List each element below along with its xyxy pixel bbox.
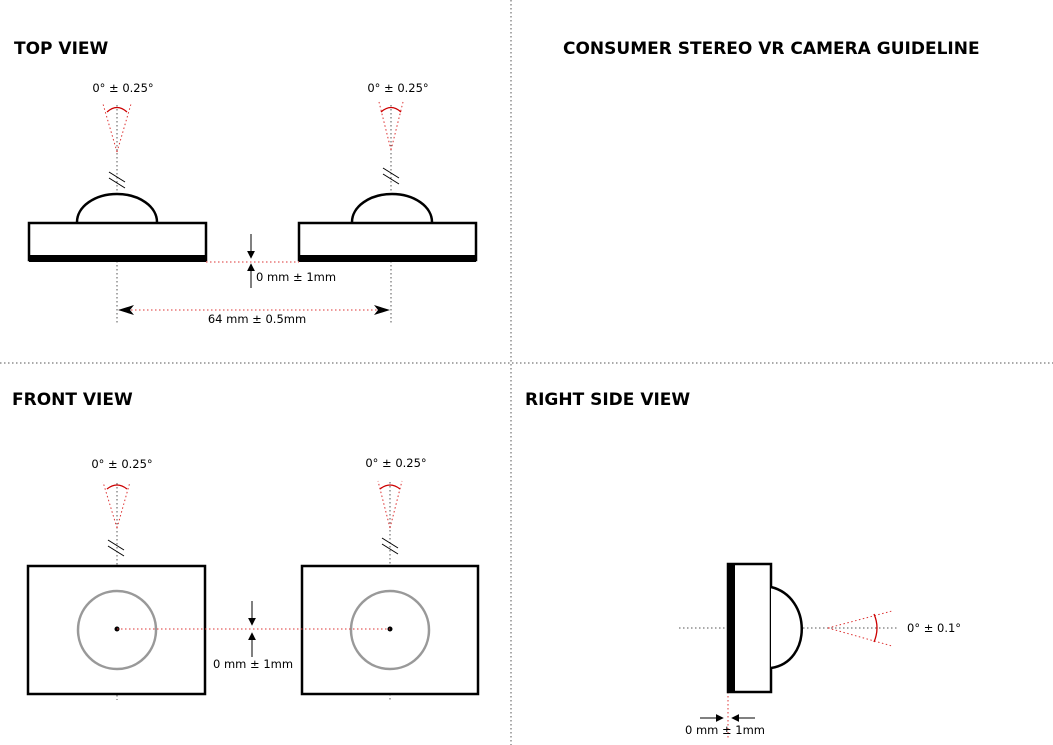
front-view-heading: FRONT VIEW xyxy=(12,390,133,410)
top-right-angle-label: 0° ± 0.25° xyxy=(367,81,428,95)
top-spacing-label: 64 mm ± 0.5mm xyxy=(208,312,306,326)
front-offset-label: 0 mm ± 1mm xyxy=(213,657,293,671)
page-title: CONSUMER STEREO VR CAMERA GUIDELINE xyxy=(563,39,980,59)
top-view-offset-dimension: 0 mm ± 1mm xyxy=(206,234,336,288)
top-view-spacing-dimension: 64 mm ± 0.5mm xyxy=(118,305,390,326)
front-right-angle-label: 0° ± 0.25° xyxy=(365,456,426,470)
top-offset-label: 0 mm ± 1mm xyxy=(256,270,336,284)
side-view-offset-dimension: 0 mm ± 1mm xyxy=(685,714,765,737)
front-view-left-camera: 0° ± 0.25° xyxy=(26,457,207,700)
front-view-right-camera: 0° ± 0.25° xyxy=(300,456,480,700)
side-angle-label: 0° ± 0.1° xyxy=(907,621,961,635)
top-view-right-camera: 0° ± 0.25° xyxy=(297,81,478,325)
front-left-angle-label: 0° ± 0.25° xyxy=(91,457,152,471)
top-view-left-camera: 0° ± 0.25° xyxy=(27,81,208,325)
right-side-view-heading: RIGHT SIDE VIEW xyxy=(525,390,690,410)
top-view-heading: TOP VIEW xyxy=(14,39,109,59)
side-offset-label: 0 mm ± 1mm xyxy=(685,723,765,737)
side-view-camera: 0° ± 0.1° xyxy=(679,562,961,740)
front-view-offset-dimension: 0 mm ± 1mm xyxy=(117,601,390,671)
top-left-angle-label: 0° ± 0.25° xyxy=(92,81,153,95)
